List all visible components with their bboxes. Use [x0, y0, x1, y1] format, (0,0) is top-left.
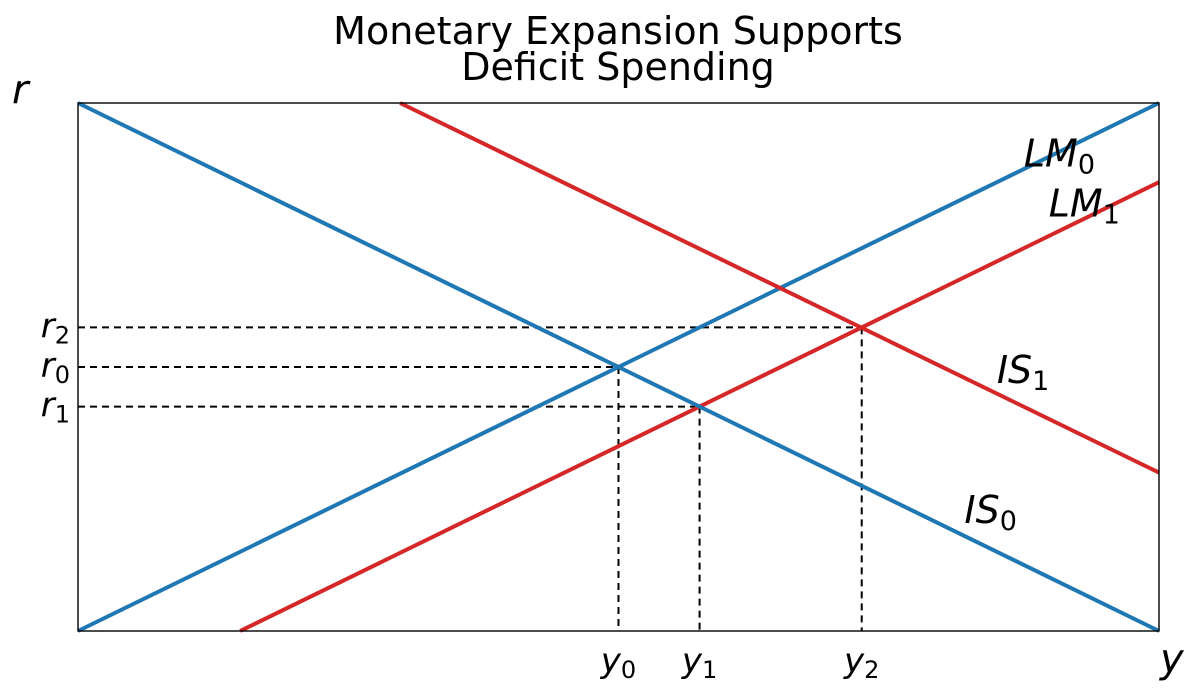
- tick-label-x-y1: y1: [681, 641, 717, 684]
- curve-label-LM1: LM1: [1049, 182, 1120, 231]
- curve-label-IS0: IS0: [964, 488, 1017, 537]
- chart-title-line: Monetary Expansion Supports: [333, 9, 903, 53]
- tick-label-y-r0: r0: [41, 346, 70, 389]
- plot-lines: [77, 101, 1160, 633]
- x-axis-label: y: [1159, 636, 1185, 682]
- y-axis-label: r: [12, 67, 31, 113]
- tick-label-y-r1: r1: [41, 386, 70, 429]
- chart-title-line: Deficit Spending: [461, 45, 775, 89]
- curve-IS0: [77, 101, 1160, 633]
- tick-label-x-y2: y2: [843, 641, 879, 684]
- tick-label-x-y0: y0: [600, 641, 636, 684]
- plot-frame: [77, 102, 1160, 632]
- curve-label-LM0: LM0: [1024, 131, 1095, 180]
- guide-lines: [78, 326, 863, 631]
- tick-label-y-r2: r2: [41, 306, 70, 349]
- curve-label-IS1: IS1: [997, 348, 1050, 397]
- curve-IS1: [399, 101, 1160, 475]
